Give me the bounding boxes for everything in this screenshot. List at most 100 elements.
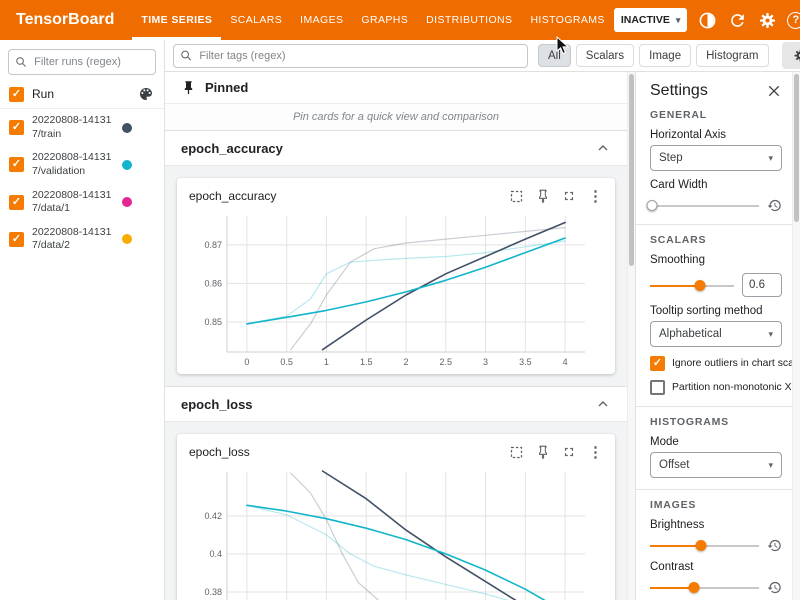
nav-tab-images[interactable]: IMAGES	[291, 0, 352, 40]
ignore-outliers-checkbox[interactable]: ✓	[650, 356, 665, 371]
palette-icon[interactable]	[138, 86, 154, 102]
check-icon: ✓	[12, 234, 21, 245]
fit-to-domain-icon[interactable]	[509, 189, 524, 204]
run-row-data-1[interactable]: ✓ 20220808-141317/data/1	[0, 184, 164, 221]
filter-tags-box[interactable]	[173, 44, 528, 68]
chip-histogram[interactable]: Histogram	[696, 44, 768, 67]
tooltip-sorting-value: Alphabetical	[659, 328, 722, 340]
run-checkbox[interactable]: ✓	[9, 157, 24, 172]
run-checkbox[interactable]: ✓	[9, 120, 24, 135]
chevron-down-icon: ▾	[768, 329, 773, 340]
scalar-card-epoch-accuracy: epoch_accuracy ⋮ 00.511.522.533.540.850.…	[177, 178, 615, 374]
svg-text:0.85: 0.85	[204, 317, 222, 327]
epoch-accuracy-chart[interactable]: 00.511.522.533.540.850.860.87	[189, 210, 595, 370]
histogram-mode-value: Offset	[659, 459, 689, 471]
card-width-slider[interactable]	[650, 199, 759, 212]
divider	[636, 489, 800, 490]
slider-thumb[interactable]	[647, 200, 658, 211]
divider	[636, 406, 800, 407]
run-row-train[interactable]: ✓ 20220808-141317/train	[0, 109, 164, 146]
slider-thumb[interactable]	[696, 540, 707, 551]
fullscreen-icon[interactable]	[562, 445, 576, 459]
slider-thumb[interactable]	[688, 582, 699, 593]
run-color-dot	[122, 123, 132, 133]
nav-tab-time-series[interactable]: TIME SERIES	[132, 0, 221, 40]
close-icon[interactable]	[766, 83, 782, 99]
horizontal-axis-label: Horizontal Axis	[650, 129, 782, 141]
svg-text:0.38: 0.38	[204, 587, 222, 597]
histogram-mode-select[interactable]: Offset ▾	[650, 452, 782, 478]
main-scrollbar[interactable]	[627, 72, 635, 600]
svg-text:0.42: 0.42	[204, 511, 222, 521]
card-title: epoch_loss	[189, 445, 509, 459]
filter-tags-input[interactable]	[197, 49, 521, 63]
search-icon	[15, 55, 27, 69]
check-icon: ✓	[12, 89, 21, 100]
chevron-up-icon[interactable]	[595, 396, 611, 412]
section-header-epoch-accuracy[interactable]: epoch_accuracy	[165, 131, 627, 166]
run-row-validation[interactable]: ✓ 20220808-141317/validation	[0, 146, 164, 183]
slider-thumb[interactable]	[695, 280, 706, 291]
run-checkbox[interactable]: ✓	[9, 195, 24, 210]
contrast-slider[interactable]	[650, 581, 759, 594]
more-options-icon[interactable]: ⋮	[588, 189, 603, 204]
partition-x-axis-row[interactable]: ✓ Partition non-monotonic X axis ?	[650, 380, 782, 395]
ignore-outliers-row[interactable]: ✓ Ignore outliers in chart scaling	[650, 356, 782, 371]
chip-all[interactable]: All	[538, 44, 571, 67]
histograms-heading: HISTOGRAMS	[650, 416, 782, 428]
select-all-runs-checkbox[interactable]: ✓	[9, 87, 24, 102]
more-options-icon[interactable]: ⋮	[588, 445, 603, 460]
settings-button[interactable]: Settings	[782, 42, 800, 69]
smoothing-slider[interactable]	[650, 279, 734, 292]
run-label: 20220808-141317/data/2	[32, 226, 114, 253]
chevron-up-icon[interactable]	[595, 140, 611, 156]
run-row-data-2[interactable]: ✓ 20220808-141317/data/2	[0, 221, 164, 258]
scrollbar-thumb[interactable]	[794, 74, 799, 222]
check-icon: ✓	[12, 159, 21, 170]
nav-tab-histograms[interactable]: HISTOGRAMS	[521, 0, 613, 40]
epoch-loss-chart[interactable]: 00.511.522.533.540.360.380.40.42	[189, 466, 595, 600]
tooltip-sorting-label: Tooltip sorting method	[650, 305, 782, 317]
svg-text:1.5: 1.5	[360, 357, 373, 367]
reset-contrast-icon[interactable]	[767, 580, 782, 595]
section-header-epoch-loss[interactable]: epoch_loss	[165, 387, 627, 422]
chip-scalars[interactable]: Scalars	[576, 44, 634, 67]
run-checkbox[interactable]: ✓	[9, 232, 24, 247]
refresh-icon[interactable]	[727, 10, 747, 30]
card-group: epoch_accuracy ⋮ 00.511.522.533.540.850.…	[165, 166, 627, 387]
pin-icon	[181, 80, 196, 95]
pin-card-icon[interactable]	[536, 189, 550, 203]
header-actions: INACTIVE ▾ ?	[614, 8, 800, 32]
partition-x-axis-checkbox[interactable]: ✓	[650, 380, 665, 395]
reset-card-width-icon[interactable]	[767, 198, 782, 213]
reset-brightness-icon[interactable]	[767, 538, 782, 553]
fullscreen-icon[interactable]	[562, 189, 576, 203]
settings-scrollbar[interactable]	[792, 72, 800, 600]
filter-runs-input[interactable]	[32, 55, 149, 69]
nav-tab-scalars[interactable]: SCALARS	[221, 0, 291, 40]
settings-panel: Settings GENERAL Horizontal Axis Step ▾ …	[635, 72, 800, 600]
svg-text:0.4: 0.4	[209, 549, 222, 559]
theme-toggle-icon[interactable]	[697, 10, 717, 30]
svg-text:3.5: 3.5	[519, 357, 532, 367]
run-color-dot	[122, 234, 132, 244]
brightness-slider[interactable]	[650, 539, 759, 552]
nav-tab-distributions[interactable]: DISTRIBUTIONS	[417, 0, 521, 40]
pinned-title: Pinned	[205, 80, 248, 95]
scrollbar-thumb[interactable]	[629, 74, 634, 266]
help-icon[interactable]: ?	[787, 12, 800, 29]
chip-image[interactable]: Image	[639, 44, 691, 67]
chevron-down-icon: ▾	[768, 153, 773, 164]
filter-runs-box[interactable]	[8, 49, 156, 75]
reload-status-dropdown[interactable]: INACTIVE ▾	[614, 8, 688, 32]
horizontal-axis-select[interactable]: Step ▾	[650, 145, 782, 171]
fit-to-domain-icon[interactable]	[509, 445, 524, 460]
ignore-outliers-label: Ignore outliers in chart scaling	[672, 358, 800, 369]
gear-icon[interactable]	[757, 10, 777, 30]
pin-card-icon[interactable]	[536, 445, 550, 459]
smoothing-value-input[interactable]: 0.6	[742, 273, 782, 297]
run-label: 20220808-141317/train	[32, 114, 114, 141]
main-area: All Scalars Image Histogram Settings Pin…	[165, 40, 800, 600]
tooltip-sorting-select[interactable]: Alphabetical ▾	[650, 321, 782, 347]
nav-tab-graphs[interactable]: GRAPHS	[352, 0, 417, 40]
